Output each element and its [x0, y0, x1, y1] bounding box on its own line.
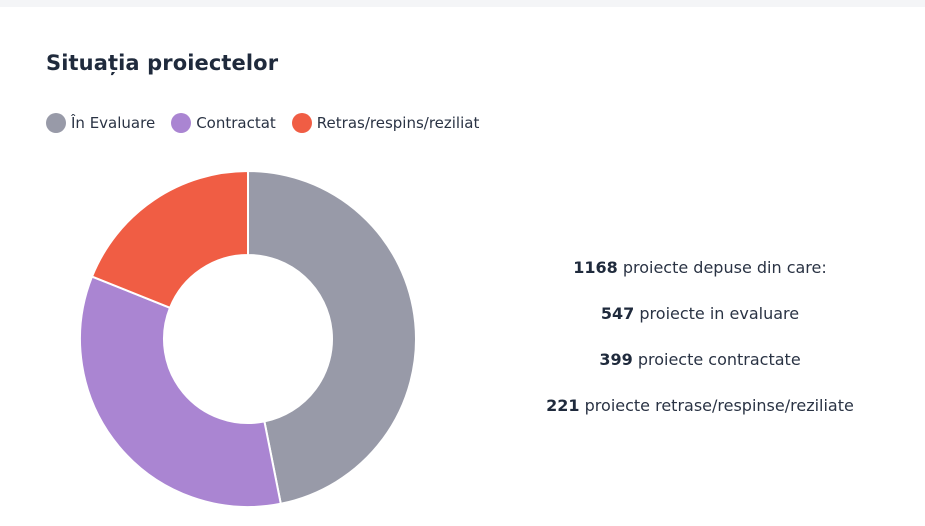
summary-contractate: 399 proiecte contractate — [480, 349, 920, 395]
summary-contractate-text: proiecte contractate — [637, 350, 801, 369]
legend-dot-retras — [291, 113, 312, 133]
legend-dot-contractat — [171, 113, 192, 133]
legend-label-retras: Retras/respins/reziliat — [316, 114, 480, 132]
chart-legend: În Evaluare Contractat Retras/respins/re… — [46, 113, 495, 133]
donut-slice-in-evaluare[interactable] — [247, 171, 417, 505]
summary-in-evaluare-text: proiecte in evaluare — [639, 304, 800, 323]
donut-slice-contractat[interactable] — [80, 275, 282, 508]
summary-contractate-number: 399 — [599, 350, 633, 369]
legend-item-retras[interactable]: Retras/respins/reziliat — [291, 113, 480, 133]
summary-total: 1168 proiecte depuse din care: — [480, 257, 920, 303]
legend-item-contractat[interactable]: Contractat — [171, 113, 276, 133]
summary-retrase-text: proiecte retrase/respinse/reziliate — [584, 396, 854, 415]
card-title: Situația proiectelor — [46, 51, 279, 75]
donut-slice-retras[interactable] — [90, 171, 249, 310]
summary-in-evaluare-number: 547 — [600, 304, 635, 323]
donut-chart — [80, 171, 417, 508]
legend-item-in-evaluare[interactable]: În Evaluare — [46, 113, 155, 133]
summary-total-text: proiecte depuse din care: — [622, 258, 827, 277]
project-summary: 1168 proiecte depuse din care: 547 proie… — [480, 257, 920, 441]
legend-label-contractat: Contractat — [196, 114, 276, 132]
summary-in-evaluare: 547 proiecte in evaluare — [480, 303, 920, 349]
chart-card: Situația proiectelor În Evaluare Contrac… — [0, 7, 925, 526]
legend-dot-in-evaluare — [46, 113, 66, 133]
legend-label-in-evaluare: În Evaluare — [71, 114, 156, 132]
summary-total-number: 1168 — [573, 258, 618, 277]
summary-retrase-number: 221 — [546, 396, 580, 415]
summary-retrase: 221 proiecte retrase/respinse/reziliate — [480, 395, 920, 441]
